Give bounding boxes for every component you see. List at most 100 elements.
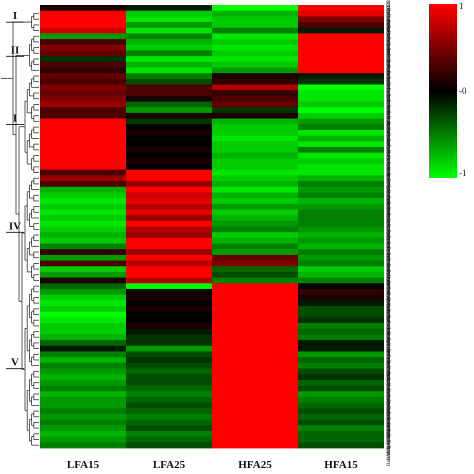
heatmap-cell — [298, 22, 384, 29]
heatmap-cell — [212, 254, 298, 261]
heatmap-cell — [126, 56, 212, 63]
heatmap-cell — [298, 334, 384, 341]
row-label: BnaA05g27230D — [386, 229, 392, 267]
heatmap-cell — [40, 27, 126, 34]
heatmap-cell — [40, 340, 126, 347]
heatmap-cell — [212, 311, 298, 318]
heatmap-cell — [212, 408, 298, 415]
heatmap-cell — [212, 129, 298, 137]
heatmap-cell — [40, 67, 126, 74]
heatmap-cell — [40, 33, 126, 40]
heatmap-cell — [126, 220, 212, 227]
row-label: BnaA02g38000D — [386, 59, 392, 97]
heatmap-cell — [40, 425, 126, 432]
heatmap-cell — [40, 442, 126, 449]
heatmap-cell — [298, 10, 384, 17]
heatmap-cell — [40, 419, 126, 426]
heatmap-cell — [126, 129, 212, 137]
row-label: BnaC08g37100D — [386, 388, 392, 426]
heatmap-cell — [126, 164, 212, 171]
heatmap-cell — [298, 237, 384, 244]
row-label: BnaA01g02250D — [386, 150, 392, 188]
heatmap-cell — [126, 430, 212, 438]
heatmap-cell — [40, 226, 126, 233]
heatmap-cell — [298, 430, 384, 438]
row-label: BnaCnng26020D — [386, 161, 392, 199]
heatmap-cell — [126, 215, 212, 222]
heatmap-cell — [298, 385, 384, 392]
heatmap-cell — [40, 260, 126, 267]
row-label: BnaA04g11240D — [386, 428, 392, 466]
heatmap-cell — [126, 300, 212, 307]
heatmap-cell — [126, 328, 212, 335]
heatmap-cell — [212, 243, 298, 250]
row-label: BnaC05g44170D — [386, 36, 392, 74]
row-label: BnaC03g13010D — [386, 218, 392, 256]
row-label: BnaC03g35780D — [386, 423, 392, 461]
heatmap-cell — [212, 158, 298, 165]
row-label: BnaA10g22600D — [386, 133, 392, 171]
row-label: BnaA09g36170D — [386, 30, 392, 68]
heatmap-cell — [298, 198, 384, 205]
heatmap-cell — [40, 379, 126, 386]
heatmap-cell — [126, 243, 212, 250]
row-label: BnaC02g40590D — [386, 139, 392, 177]
heatmap-cell — [212, 107, 298, 114]
heatmap-cell — [40, 408, 126, 415]
heatmap-cell — [298, 249, 384, 256]
heatmap-cell — [298, 5, 384, 12]
heatmap-cell — [212, 294, 298, 301]
heatmap-cell — [126, 146, 212, 154]
row-label: BnaC05g33880D — [386, 70, 392, 108]
column-labels: LFA15 LFA25 HFA25 HFA15 — [67, 459, 358, 471]
heatmap-cell — [126, 169, 212, 176]
heatmap-cell — [40, 124, 126, 131]
row-label: BnaC01g07360D — [386, 309, 392, 347]
heatmap-cell — [126, 277, 212, 284]
heatmap-cell — [212, 260, 298, 267]
heatmap-cell — [40, 118, 126, 125]
heatmap-cell — [212, 209, 298, 216]
heatmap-cell — [126, 254, 212, 261]
row-label: BnaA09g18680D — [386, 258, 392, 296]
heatmap-cell — [212, 323, 298, 330]
heatmap-cell — [212, 340, 298, 347]
heatmap-cell — [298, 135, 384, 142]
row-label: BnaA06g06080D — [386, 377, 392, 415]
heatmap-cell — [298, 294, 384, 301]
row-label: BnaA05g12670D — [386, 224, 392, 262]
heatmap-cell — [126, 226, 212, 233]
heatmap-cell — [212, 118, 298, 125]
heatmap-cell — [40, 215, 126, 222]
row-label: BnaC02g37100D — [386, 394, 392, 432]
heatmap-cell — [298, 164, 384, 171]
heatmap-cell — [212, 95, 298, 102]
heatmap-cell — [212, 50, 298, 57]
heatmap-cell — [298, 357, 384, 364]
heatmap-cell — [40, 198, 126, 205]
heatmap-cell — [126, 311, 212, 318]
heatmap-cell — [212, 266, 298, 273]
heatmap-cell — [212, 203, 298, 210]
row-label: BnaA08g43510D — [386, 343, 392, 381]
heatmap-cell — [298, 186, 384, 193]
heatmap-cell — [40, 50, 126, 57]
column-label: LFA15 — [67, 459, 100, 471]
heatmap-cell — [126, 436, 212, 443]
heatmap-cell — [40, 169, 126, 176]
heatmap-cell — [212, 283, 298, 290]
heatmap-cell — [298, 27, 384, 34]
heatmap-cell — [40, 90, 126, 97]
heatmap-cell — [298, 413, 384, 420]
heatmap-cell — [40, 39, 126, 46]
heatmap-cell — [298, 39, 384, 46]
heatmap-cell — [40, 311, 126, 318]
heatmap-cell — [40, 396, 126, 403]
row-label: BnaA03g50700D — [386, 263, 392, 301]
heatmap-cell — [298, 141, 384, 148]
row-label: BnaC05g01950D — [386, 281, 392, 319]
heatmap-cell — [212, 419, 298, 426]
heatmap-cell — [126, 340, 212, 347]
heatmap-cell — [212, 249, 298, 256]
